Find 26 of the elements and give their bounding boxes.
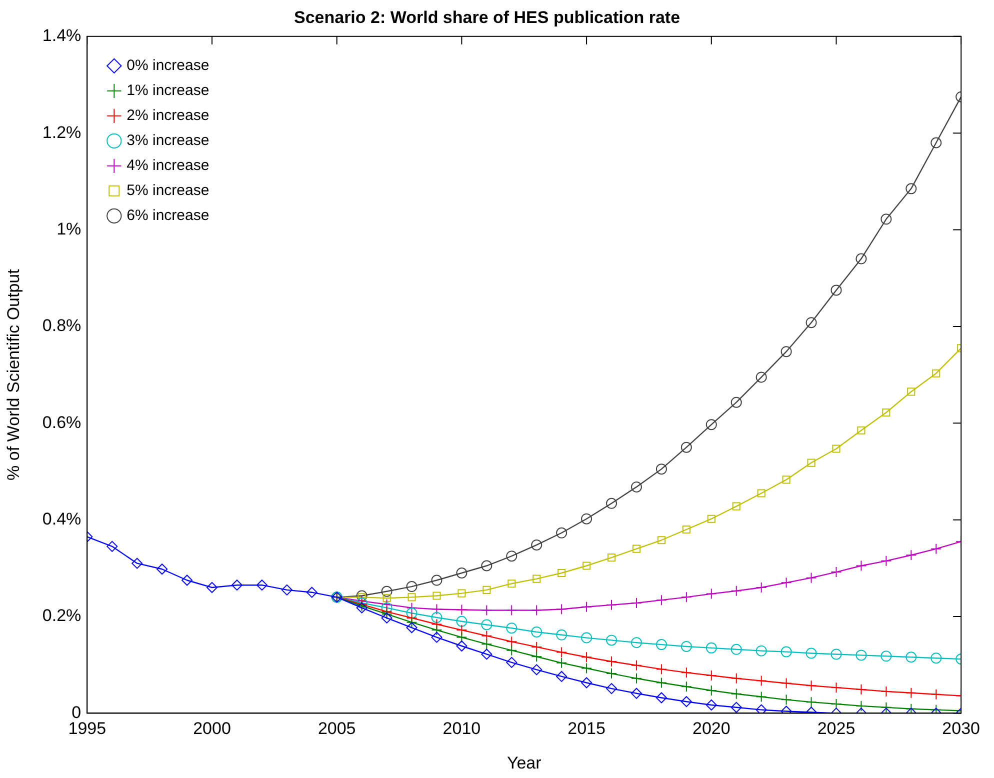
chart-title: Scenario 2: World share of HES publication rate xyxy=(294,8,680,27)
x-tick-label: 2025 xyxy=(817,719,856,738)
y-tick-label: 0 xyxy=(72,702,82,722)
y-tick-label: 0.6% xyxy=(42,412,82,432)
x-tick-label: 2030 xyxy=(942,719,980,738)
x-tick-label: 2010 xyxy=(442,719,481,738)
x-axis-title: Year xyxy=(506,753,542,772)
y-tick-label: 0.8% xyxy=(42,316,82,336)
x-tick-label: 2015 xyxy=(568,719,606,738)
y-axis-title: % of World Scientific Output xyxy=(4,268,23,480)
legend-label: 5% increase xyxy=(126,182,210,200)
legend-label: 6% increase xyxy=(126,207,210,224)
x-tick-label: 2005 xyxy=(318,719,356,738)
legend-label: 3% increase xyxy=(126,132,210,150)
y-tick-label: 0.2% xyxy=(42,606,82,626)
legend-label: 2% increase xyxy=(126,107,210,124)
legend-label: 4% increase xyxy=(126,157,210,174)
legend-label: 0% increase xyxy=(126,57,210,74)
y-tick-label: 0.4% xyxy=(42,510,82,529)
x-tick-label: 2000 xyxy=(193,719,231,738)
x-tick-label: 1995 xyxy=(68,719,106,738)
legend-label: 1% increase xyxy=(126,82,210,100)
y-tick-label: 1.2% xyxy=(42,122,82,142)
y-tick-label: 1% xyxy=(56,219,82,238)
y-tick-label: 1.4% xyxy=(42,26,82,46)
x-tick-label: 2020 xyxy=(692,719,730,738)
